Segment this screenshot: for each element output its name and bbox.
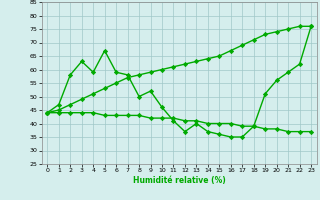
X-axis label: Humidité relative (%): Humidité relative (%) xyxy=(133,176,226,185)
